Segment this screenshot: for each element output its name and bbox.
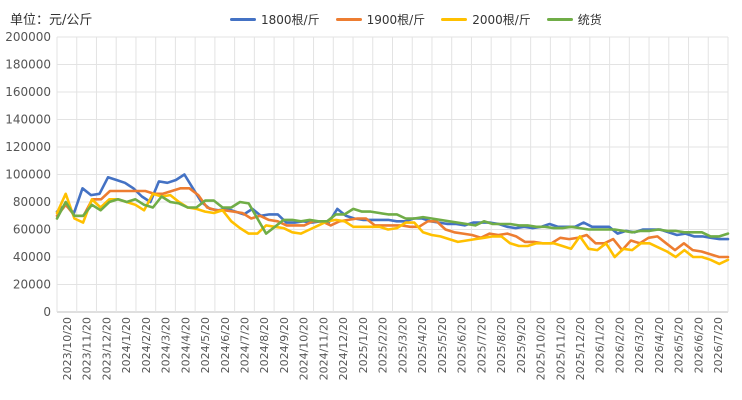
x-tick-label: 2025/10/20 — [535, 317, 548, 380]
x-tick-label: 2024/12/20 — [337, 317, 350, 380]
y-tick-label: 200000 — [5, 30, 51, 44]
x-tick-label: 2025/9/20 — [515, 317, 528, 373]
x-tick-label: 2024/3/20 — [160, 317, 173, 373]
legend-swatch-1900 — [335, 18, 362, 21]
x-tick-label: 2025/3/20 — [396, 317, 409, 373]
x-tick-label: 2026/4/20 — [653, 317, 666, 373]
x-tick-label: 2025/5/20 — [436, 317, 449, 373]
legend-swatch-tonghuo — [546, 18, 573, 21]
legend-label-tonghuo: 统货 — [577, 13, 602, 27]
x-tick-label: 2024/11/20 — [317, 317, 330, 380]
legend-item-1800[interactable]: 1800根/斤 — [230, 11, 320, 28]
x-tick-label: 2025/4/20 — [416, 317, 429, 373]
x-tick-label: 2025/6/20 — [456, 317, 469, 373]
x-tick-label: 2024/4/20 — [179, 317, 192, 373]
x-tick-label: 2026/1/20 — [594, 317, 607, 373]
x-axis-tick-labels: 2023/10/20 2023/11/20 2023/12/20 2024/1/20 2… — [61, 317, 725, 380]
legend-label-2000: 2000根/斤 — [472, 13, 531, 27]
legend-item-2000[interactable]: 2000根/斤 — [441, 11, 531, 28]
series-line-1 — [55, 187, 730, 259]
legend-swatch-2000 — [441, 18, 468, 21]
legend: 1800根/斤 1900根/斤 2000根/斤 统货 — [230, 11, 602, 28]
x-tick-label: 2024/8/20 — [258, 317, 271, 373]
legend-label-1900: 1900根/斤 — [366, 13, 426, 27]
x-tick-label: 2025/1/20 — [357, 317, 370, 373]
series-lines — [55, 173, 730, 266]
x-tick-label: 2026/6/20 — [692, 317, 705, 373]
x-tick-label: 2025/8/20 — [495, 317, 508, 373]
y-axis-tick-labels: 0 20000 40000 60000 80000 100000 120000 140000 1… — [5, 30, 51, 319]
y-tick-label: 40000 — [13, 250, 51, 264]
unit-label: 单位：元/公斤 — [10, 13, 93, 28]
x-tick-label: 2024/2/20 — [140, 317, 153, 373]
x-tick-label: 2024/6/20 — [219, 317, 232, 373]
legend-item-1900[interactable]: 1900根/斤 — [335, 11, 426, 28]
y-tick-label: 120000 — [5, 140, 51, 154]
y-tick-label: 80000 — [13, 195, 51, 209]
x-tick-label: 2024/9/20 — [278, 317, 291, 373]
legend-item-tonghuo[interactable]: 统货 — [546, 11, 602, 28]
y-tick-label: 20000 — [13, 278, 51, 292]
x-tick-label: 2026/2/20 — [613, 317, 626, 373]
y-tick-label: 180000 — [5, 58, 51, 72]
x-tick-label: 2023/10/20 — [61, 317, 74, 380]
x-tick-label: 2023/12/20 — [100, 317, 113, 380]
series-line-3 — [55, 195, 730, 238]
grid-lines — [56, 36, 729, 313]
y-tick-label: 60000 — [13, 223, 51, 237]
y-tick-label: 140000 — [5, 113, 51, 127]
y-tick-label: 100000 — [5, 168, 51, 182]
x-tick-label: 2026/3/20 — [633, 317, 646, 373]
x-tick-label: 2024/10/20 — [298, 317, 311, 380]
legend-swatch-1800 — [230, 18, 256, 21]
x-tick-label: 2025/11/20 — [554, 317, 567, 380]
x-tick-label: 2025/2/20 — [377, 317, 390, 373]
x-tick-label: 2026/5/20 — [673, 317, 686, 373]
x-tick-label: 2025/12/20 — [574, 317, 587, 380]
y-tick-label: 160000 — [5, 85, 51, 99]
x-tick-label: 2026/7/20 — [712, 317, 725, 373]
x-tick-label: 2023/11/20 — [81, 317, 94, 380]
x-tick-label: 2024/5/20 — [199, 317, 212, 373]
x-tick-label: 2024/7/20 — [238, 317, 251, 373]
x-tick-label: 2025/7/20 — [475, 317, 488, 373]
x-tick-label: 2024/1/20 — [120, 317, 133, 373]
legend-label-1800: 1800根/斤 — [261, 13, 320, 27]
series-line-0 — [55, 173, 730, 241]
y-tick-label: 0 — [43, 305, 51, 319]
series-line-2 — [55, 192, 730, 266]
